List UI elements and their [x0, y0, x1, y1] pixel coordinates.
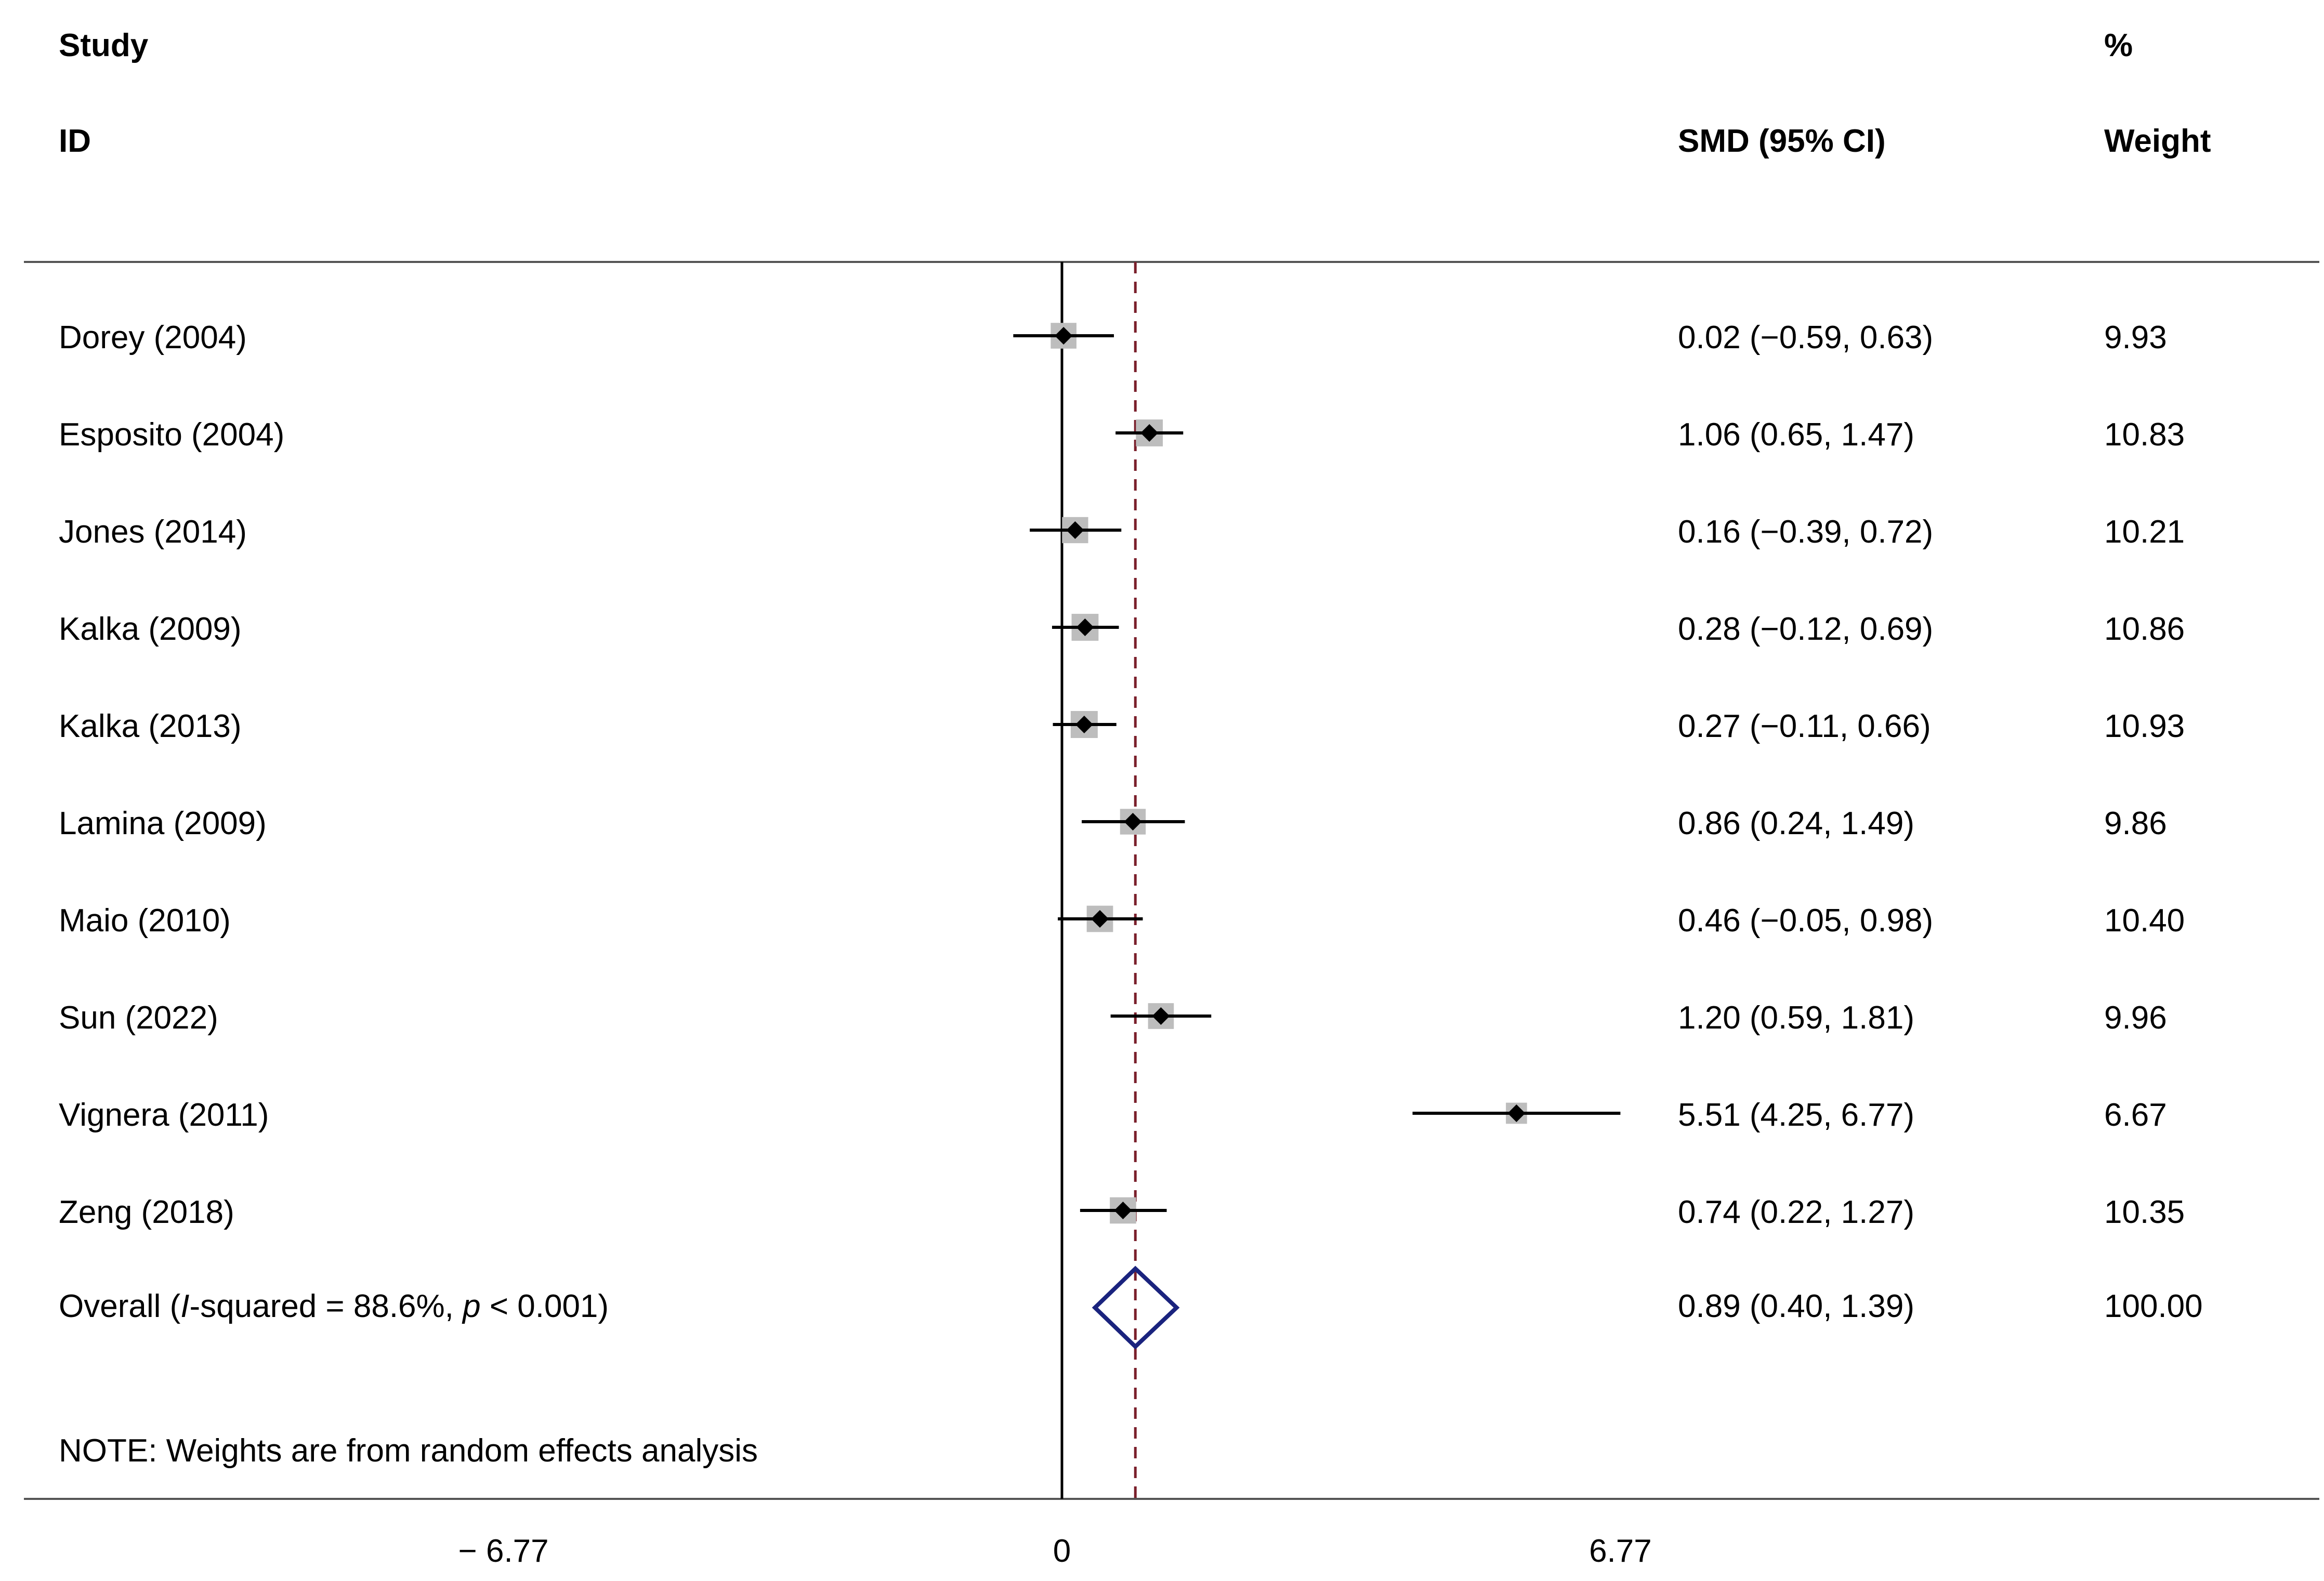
weight-text: 10.40: [2104, 903, 2185, 939]
overall-weight-text: 100.00: [2104, 1288, 2203, 1324]
study-label: Esposito (2004): [59, 417, 284, 453]
header-smd: SMD (95% CI): [1678, 123, 1886, 159]
ci-text: 1.20 (0.59, 1.81): [1678, 1000, 1914, 1036]
study-label: Maio (2010): [59, 903, 231, 939]
ci-text: 0.86 (0.24, 1.49): [1678, 806, 1914, 841]
study-row: Vignera (2011) 5.51 (4.25, 6.77) 6.67: [59, 1097, 2167, 1133]
x-tick-label: 6.77: [1589, 1533, 1652, 1569]
point-estimate: [1152, 1007, 1170, 1025]
weight-text: 10.35: [2104, 1194, 2185, 1230]
ci-text: 0.27 (−0.11, 0.66): [1678, 708, 1931, 744]
header-percent: %: [2104, 28, 2133, 63]
weight-text: 9.96: [2104, 1000, 2167, 1036]
note-text: NOTE: Weights are from random effects an…: [59, 1433, 758, 1469]
study-row: Dorey (2004) 0.02 (−0.59, 0.63) 9.93: [59, 320, 2167, 355]
weight-text: 9.93: [2104, 320, 2167, 355]
study-label: Dorey (2004): [59, 320, 247, 355]
study-label: Kalka (2009): [59, 611, 242, 647]
overall-label: Overall (I-squared = 88.6%, p < 0.001): [59, 1288, 609, 1324]
point-estimate: [1140, 424, 1159, 442]
study-row: Sun (2022) 1.20 (0.59, 1.81) 9.96: [59, 1000, 2167, 1036]
point-estimate: [1066, 521, 1084, 539]
weight-text: 6.67: [2104, 1097, 2167, 1133]
header-id: ID: [59, 123, 91, 159]
study-row: Kalka (2013) 0.27 (−0.11, 0.66) 10.93: [59, 708, 2185, 744]
study-label: Sun (2022): [59, 1000, 218, 1036]
x-axis-ticks: − 6.77 0 6.77: [458, 1533, 1652, 1569]
study-row: Zeng (2018) 0.74 (0.22, 1.27) 10.35: [59, 1194, 2185, 1230]
study-row: Lamina (2009) 0.86 (0.24, 1.49) 9.86: [59, 806, 2167, 841]
study-row: Jones (2014) 0.16 (−0.39, 0.72) 10.21: [59, 514, 2185, 550]
study-label: Kalka (2013): [59, 708, 242, 744]
x-tick-label: 0: [1053, 1533, 1071, 1569]
ci-text: 5.51 (4.25, 6.77): [1678, 1097, 1914, 1133]
weight-text: 10.93: [2104, 708, 2185, 744]
weight-text: 10.86: [2104, 611, 2185, 647]
weight-text: 10.83: [2104, 417, 2185, 453]
overall-diamond: [1092, 1266, 1180, 1350]
study-label: Jones (2014): [59, 514, 247, 550]
point-estimate: [1076, 618, 1094, 636]
point-estimate: [1091, 910, 1109, 928]
study-rows: Dorey (2004) 0.02 (−0.59, 0.63) 9.93 Esposi…: [59, 320, 2185, 1230]
study-label: Vignera (2011): [59, 1097, 269, 1133]
ci-text: 0.28 (−0.12, 0.69): [1678, 611, 1933, 647]
point-estimate: [1507, 1104, 1526, 1122]
ci-text: 0.16 (−0.39, 0.72): [1678, 514, 1933, 550]
weight-text: 10.21: [2104, 514, 2185, 550]
point-estimate: [1124, 813, 1142, 831]
study-row: Kalka (2009) 0.28 (−0.12, 0.69) 10.86: [59, 611, 2185, 647]
point-estimate: [1114, 1202, 1132, 1219]
ci-text: 0.46 (−0.05, 0.98): [1678, 903, 1933, 939]
ci-text: 0.02 (−0.59, 0.63): [1678, 320, 1933, 355]
study-label: Zeng (2018): [59, 1194, 234, 1230]
study-row: Maio (2010) 0.46 (−0.05, 0.98) 10.40: [59, 903, 2185, 939]
header-weight: Weight: [2104, 123, 2211, 159]
ci-text: 1.06 (0.65, 1.47): [1678, 417, 1914, 453]
point-estimate: [1055, 327, 1073, 345]
ci-text: 0.74 (0.22, 1.27): [1678, 1194, 1914, 1230]
study-label: Lamina (2009): [59, 806, 267, 841]
header-study: Study: [59, 28, 149, 63]
study-row: Esposito (2004) 1.06 (0.65, 1.47) 10.83: [59, 417, 2185, 453]
x-tick-label: − 6.77: [458, 1533, 549, 1569]
point-estimate: [1075, 716, 1093, 733]
overall-ci-text: 0.89 (0.40, 1.39): [1678, 1288, 1914, 1324]
weight-text: 9.86: [2104, 806, 2167, 841]
